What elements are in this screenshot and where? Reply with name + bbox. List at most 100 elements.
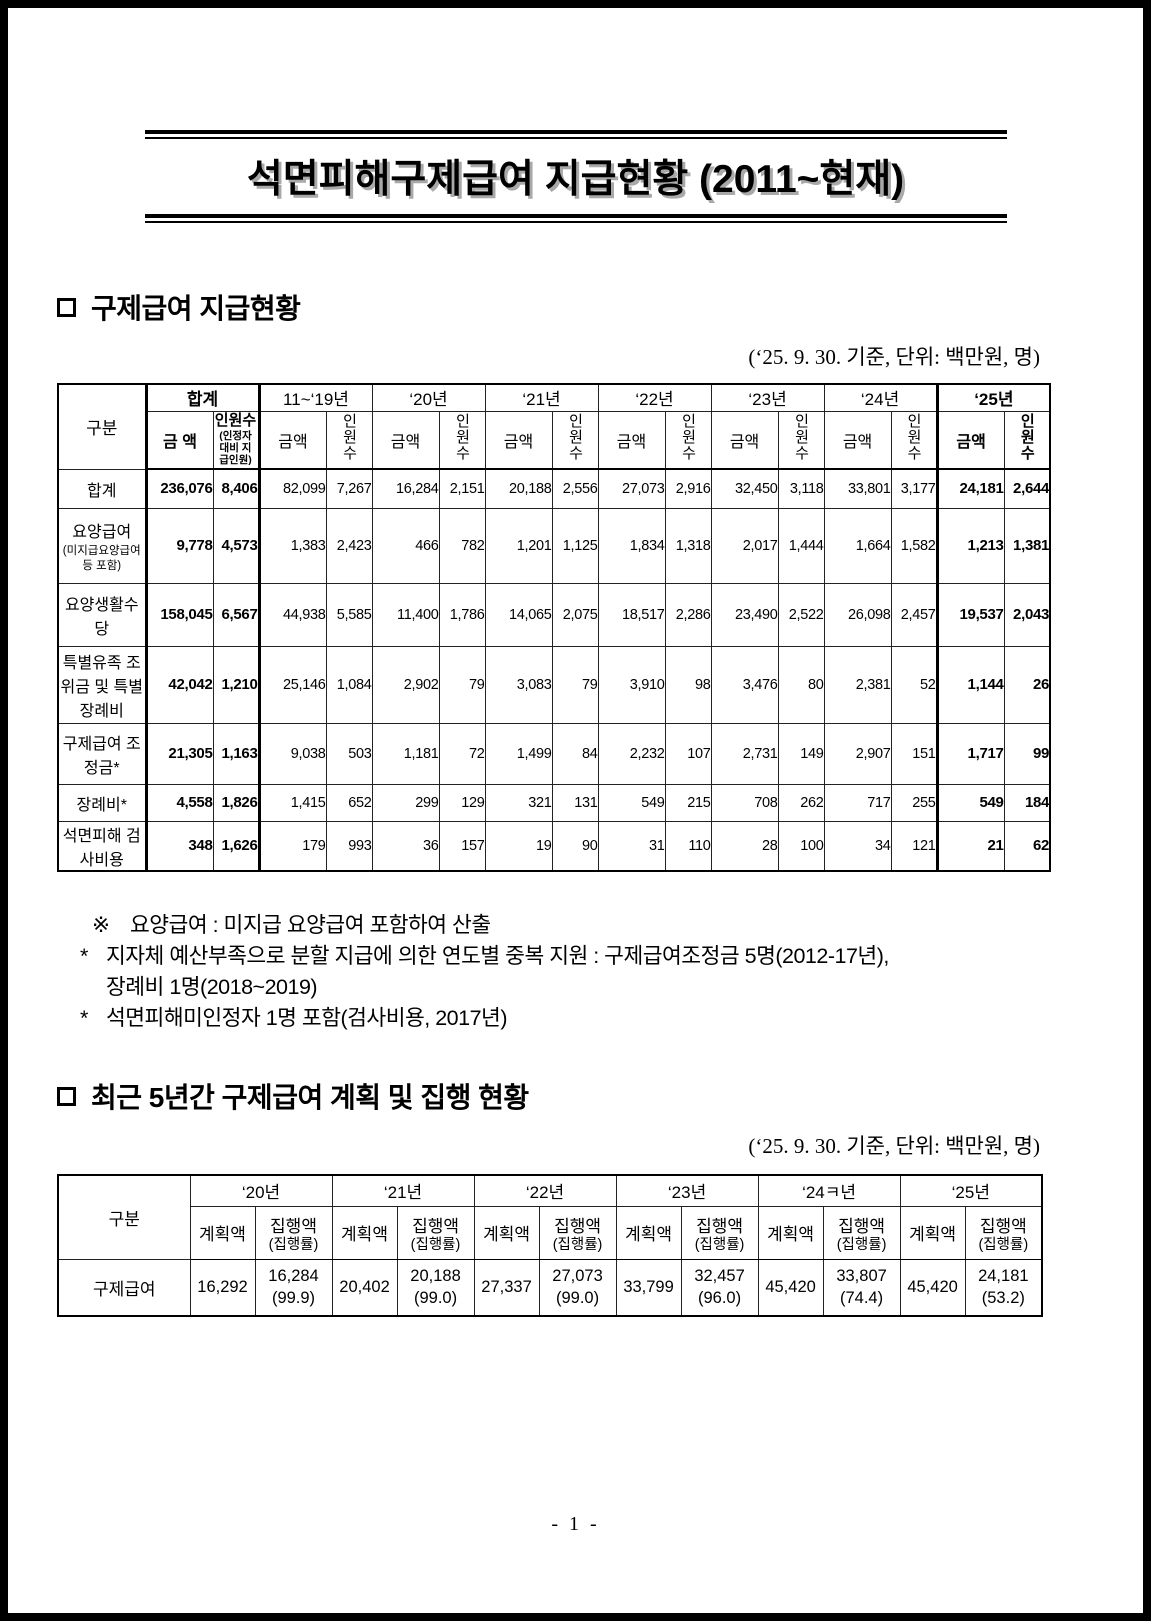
cell: 262 — [777, 783, 825, 822]
exec-cell: 32,457 (96.0) — [680, 1258, 759, 1317]
cell: 107 — [664, 722, 712, 785]
cell: 503 — [325, 722, 373, 785]
count-header: 인원수 — [551, 410, 599, 470]
cell: 33,801 — [823, 468, 892, 509]
count-header-text: 인원수 — [905, 413, 923, 462]
cell: 32,450 — [710, 468, 779, 509]
section2-basis-note: (‘25. 9. 30. 기준, 단위: 백만원, 명) — [748, 1134, 1040, 1158]
footnotes: ※ 요양급여 : 미지급 요양급여 포함하여 산출 * 지자체 예산부족으로 분… — [80, 910, 1143, 1034]
cell: 3,118 — [777, 468, 825, 509]
amount-header-25: 금액 — [935, 410, 1005, 470]
plan-cell: 16,292 — [189, 1258, 256, 1317]
relief-benefit-row: 구제급여 16,292 16,284 (99.9) 20,402 20,188 (9… — [57, 1258, 1043, 1317]
cell: 466 — [371, 507, 440, 584]
cell: 131 — [551, 783, 599, 822]
group-header-23: ‘23년 — [710, 383, 825, 412]
page-title: 석면피해구제급여 지급현황 (2011~현재) — [246, 158, 905, 201]
cell: 1,717 — [935, 722, 1005, 785]
cell: 2,151 — [438, 468, 486, 509]
total-row: 합계 236,076 8,406 82,099 7,267 16,284 2,1… — [57, 468, 1051, 509]
count-header: 인원수 — [325, 410, 373, 470]
exec-header: 집행액 (집행률) — [680, 1205, 759, 1260]
cell: 80 — [777, 645, 825, 724]
cell: 2,556 — [551, 468, 599, 509]
cell: 19,537 — [935, 582, 1005, 647]
page-number: - 1 - — [551, 1513, 600, 1535]
row-label: 장례비* — [57, 783, 147, 822]
cell: 1,499 — [484, 722, 553, 785]
cell: 2,423 — [325, 507, 373, 584]
cell: 16,284 — [371, 468, 440, 509]
corner-header: 구분 — [57, 383, 147, 470]
total-amount-header: 금 액 — [144, 410, 214, 470]
cell: 62 — [1003, 820, 1051, 872]
cell: 1,144 — [935, 645, 1005, 724]
cell: 82,099 — [258, 468, 327, 509]
cell: 1,125 — [551, 507, 599, 584]
cell: 1,181 — [371, 722, 440, 785]
cell: 42,042 — [144, 645, 214, 724]
cell: 1,664 — [823, 507, 892, 584]
exec-cell: 33,807 (74.4) — [822, 1258, 901, 1317]
year-header-20: ‘20년 — [189, 1174, 333, 1207]
plan-header: 계획액 — [189, 1205, 256, 1260]
title-banner: 석면피해구제급여 지급현황 (2011~현재) — [144, 130, 1007, 223]
count-header: 인원수 — [438, 410, 486, 470]
cell: 8,406 — [212, 468, 261, 509]
cell: 149 — [777, 722, 825, 785]
count-header: 인원수 — [777, 410, 825, 470]
cell: 1,210 — [212, 645, 261, 724]
footnote-text: 요양급여 : 미지급 요양급여 포함하여 산출 — [130, 913, 491, 937]
group-header-21: ‘21년 — [484, 383, 599, 412]
cell: 3,083 — [484, 645, 553, 724]
amount-header: 금액 — [371, 410, 440, 470]
year-header-23: ‘23년 — [615, 1174, 759, 1207]
cell: 2,907 — [823, 722, 892, 785]
cell: 2,522 — [777, 582, 825, 647]
footnote-text: 석면피해미인정자 1명 포함(검사비용, 2017년) — [106, 1006, 507, 1030]
cell: 1,415 — [258, 783, 327, 822]
cell: 28 — [710, 820, 779, 872]
count-header-text: 인원수 — [453, 413, 471, 462]
exec-header: 집행액 (집행률) — [396, 1205, 475, 1260]
cell: 2,457 — [890, 582, 938, 647]
cell: 4,558 — [144, 783, 214, 822]
year-header-25: ‘25년 — [899, 1174, 1043, 1207]
cell: 1,826 — [212, 783, 261, 822]
funeral-row: 장례비* 4,558 1,826 1,415 652 299 129 321 1… — [57, 783, 1051, 822]
cell: 79 — [551, 645, 599, 724]
cell: 27,073 — [597, 468, 666, 509]
total-count-header: 인원수 (인정자대비 지급인원) — [212, 410, 261, 470]
living-allowance-row: 요양생활수당 158,045 6,567 44,938 5,585 11,400… — [57, 582, 1051, 647]
year-header-22: ‘22년 — [473, 1174, 617, 1207]
plan-header: 계획액 — [757, 1205, 824, 1260]
cell: 2,731 — [710, 722, 779, 785]
cell: 36 — [371, 820, 440, 872]
payment-status-table: 구분 합계 11~‘19년 ‘20년 ‘21년 ‘22년 ‘23년 ‘24년 ‘… — [57, 383, 1052, 872]
cell: 6,567 — [212, 582, 261, 647]
cell: 1,318 — [664, 507, 712, 584]
cell: 1,626 — [212, 820, 261, 872]
exec-cell: 20,188 (99.0) — [396, 1258, 475, 1317]
cell: 2,075 — [551, 582, 599, 647]
cell: 1,084 — [325, 645, 373, 724]
row-label: 요양생활수당 — [57, 582, 147, 647]
bereaved-condolence-row: 특별유족 조위금 및 특별장례비 42,042 1,210 25,146 1,0… — [57, 645, 1051, 724]
section1-basis-note: (‘25. 9. 30. 기준, 단위: 백만원, 명) — [748, 345, 1040, 369]
footnote-text: 장례비 1명(2018~2019) — [106, 975, 318, 999]
plan-execution-table: 구분 ‘20년 ‘21년 ‘22년 ‘23년 ‘24ㅋ년 ‘25년 계획액 집행… — [57, 1174, 1044, 1317]
cell: 18,517 — [597, 582, 666, 647]
cell: 21 — [935, 820, 1005, 872]
table-header-row-sub: 금 액 인원수 (인정자대비 지급인원) 금액 인원수 금액 인원수 금액 인원… — [58, 410, 1051, 470]
square-bullet-icon — [57, 1086, 76, 1106]
cell: 2,902 — [371, 645, 440, 724]
count-header-text: 인원수 — [679, 413, 697, 462]
cell: 1,163 — [212, 722, 261, 785]
cell: 25,146 — [258, 645, 327, 724]
cell: 121 — [890, 820, 938, 872]
exec-header: 집행액 (집행률) — [254, 1205, 333, 1260]
cell: 26,098 — [823, 582, 892, 647]
cell: 1,383 — [258, 507, 327, 584]
cell: 99 — [1003, 722, 1051, 785]
